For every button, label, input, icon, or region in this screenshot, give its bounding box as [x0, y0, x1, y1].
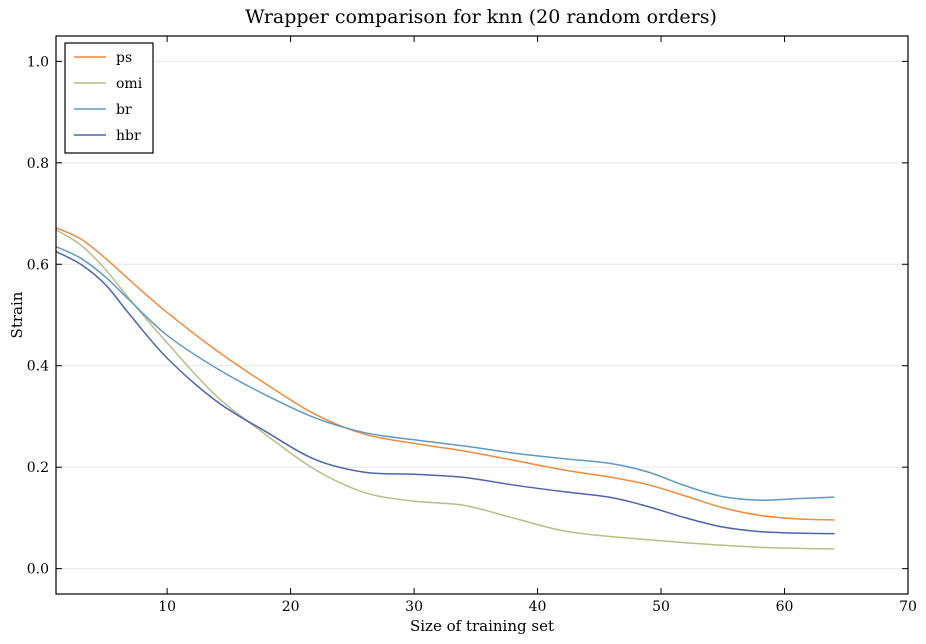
x-tick-label: 50	[652, 599, 670, 615]
x-axis-label: Size of training set	[410, 617, 554, 635]
y-tick-label: 0.4	[27, 359, 49, 375]
series-line-br	[55, 245, 835, 501]
legend-label-omi: omi	[116, 76, 143, 92]
legend: ps omi br hbr	[64, 42, 154, 154]
chart-title: Wrapper comparison for knn (20 random or…	[245, 6, 717, 28]
x-tick-label: 10	[158, 599, 176, 615]
x-tick-label: 40	[529, 599, 547, 615]
plot-frame	[55, 35, 909, 595]
legend-label-ps: ps	[116, 50, 132, 66]
legend-label-br: br	[116, 102, 132, 118]
x-tick-label: 70	[899, 599, 917, 615]
series-layer	[55, 227, 835, 550]
legend-label-hbr: hbr	[116, 128, 141, 144]
x-tick-label: 60	[776, 599, 794, 615]
y-tick-label: 0.2	[27, 460, 49, 476]
tick-layer: 0.0 0.2 0.4 0.6 0.8 1.0 10 20 30 40 50 60 70	[27, 36, 917, 615]
series-line-ps	[55, 227, 835, 521]
x-tick-label: 20	[282, 599, 300, 615]
y-axis-label: Strain	[8, 291, 26, 338]
y-tick-label: 0.8	[27, 156, 49, 172]
series-line-hbr	[55, 250, 835, 535]
y-tick-label: 0.6	[27, 257, 49, 273]
y-tick-label: 0.0	[27, 562, 49, 578]
grid-layer	[56, 60, 908, 570]
x-tick-label: 30	[405, 599, 423, 615]
y-tick-label: 1.0	[27, 54, 49, 70]
